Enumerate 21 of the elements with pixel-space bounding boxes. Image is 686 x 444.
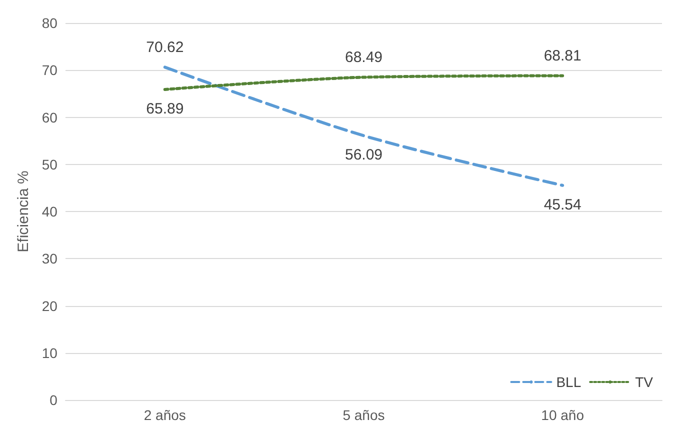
data-label: 68.81 [544,48,582,65]
y-tick-label: 70 [42,62,58,78]
legend-label: BLL [556,374,582,390]
y-axis-title: Eficiencia % [15,170,32,252]
data-label: 70.62 [146,39,184,56]
y-tick-label: 20 [42,298,58,314]
data-label: 56.09 [344,146,383,164]
y-tick-label: 30 [42,250,58,267]
data-label: 45.54 [544,196,582,214]
y-tick-label: 0 [50,392,58,408]
legend-label: TV [635,374,654,390]
y-tick-label: 50 [42,156,58,172]
y-tick-label: 80 [42,15,58,31]
x-tick-label: 5 años [342,407,385,423]
data-label: 68.49 [344,49,383,66]
data-label: 65.89 [146,100,184,118]
y-tick-label: 60 [42,109,58,126]
y-tick-label: 40 [42,204,58,220]
x-tick-label: 10 año [541,407,584,423]
y-tick-label: 10 [42,344,58,361]
x-tick-label: 2 años [144,407,186,423]
